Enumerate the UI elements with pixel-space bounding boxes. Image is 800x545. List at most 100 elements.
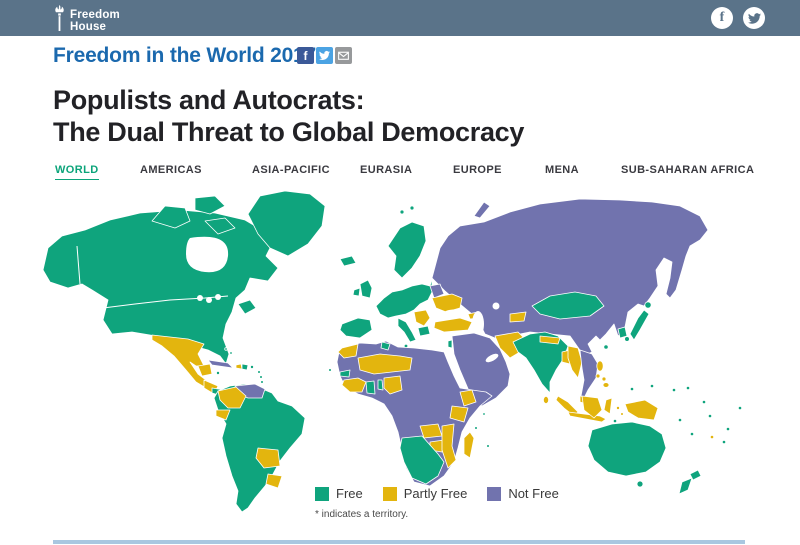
tab-asia-pacific[interactable]: ASIA-PACIFIC xyxy=(252,164,330,176)
map-pacific-island[interactable] xyxy=(689,431,695,437)
map-ecuador[interactable] xyxy=(215,409,231,421)
map-haiti[interactable] xyxy=(235,363,243,370)
map-russia-china-central-asia[interactable] xyxy=(431,198,709,357)
map-ghana[interactable] xyxy=(365,380,376,395)
map-new-zealand-south[interactable] xyxy=(678,477,693,495)
map-zambia[interactable] xyxy=(419,423,443,439)
map-mozambique-malawi[interactable] xyxy=(441,423,457,469)
map-mauritius[interactable] xyxy=(486,444,490,448)
map-visayas[interactable] xyxy=(595,373,601,379)
map-cape-verde[interactable] xyxy=(328,368,332,372)
map-iberia[interactable] xyxy=(339,317,373,339)
facebook-icon[interactable]: f xyxy=(711,7,733,29)
map-iceland[interactable] xyxy=(339,255,357,267)
map-borneo[interactable] xyxy=(581,395,603,419)
page-title[interactable]: Freedom in the World 2017 xyxy=(53,44,317,67)
map-jamaica[interactable] xyxy=(215,370,220,375)
map-japan-kyushu[interactable] xyxy=(624,336,630,342)
map-sulawesi[interactable] xyxy=(603,397,613,415)
map-dominican-republic[interactable] xyxy=(241,363,249,371)
map-visayas[interactable] xyxy=(601,376,607,382)
map-fiji[interactable] xyxy=(709,434,715,440)
map-svalbard[interactable] xyxy=(399,209,405,215)
map-sri-lanka[interactable] xyxy=(542,395,549,404)
share-email-icon[interactable] xyxy=(335,47,352,64)
tab-europe[interactable]: EUROPE xyxy=(453,164,502,176)
map-greenland[interactable] xyxy=(247,190,326,257)
map-greece[interactable] xyxy=(417,325,431,337)
map-mexico[interactable] xyxy=(151,334,213,389)
map-nigeria[interactable] xyxy=(383,375,403,395)
share-facebook-icon[interactable]: f xyxy=(297,47,314,64)
map-mongolia[interactable] xyxy=(531,291,605,320)
map-madagascar[interactable] xyxy=(463,431,475,459)
tab-americas[interactable]: AMERICAS xyxy=(140,164,202,176)
map-south-korea[interactable] xyxy=(617,326,628,339)
map-australia[interactable] xyxy=(587,421,667,477)
map-guinea-coast[interactable] xyxy=(341,377,367,393)
map-scandinavia[interactable] xyxy=(387,221,427,279)
map-japan-honshu[interactable] xyxy=(629,309,650,341)
map-middle-east[interactable] xyxy=(451,332,511,407)
map-new-guinea[interactable] xyxy=(624,399,659,421)
map-lesser-antilles[interactable] xyxy=(260,380,264,384)
map-pacific-island[interactable] xyxy=(629,386,635,392)
map-india[interactable] xyxy=(512,331,569,394)
map-seychelles[interactable] xyxy=(482,412,486,416)
map-lesser-antilles[interactable] xyxy=(257,370,261,374)
map-puerto-rico[interactable] xyxy=(249,364,254,369)
map-benin[interactable] xyxy=(377,379,384,391)
map-arctic-islands[interactable] xyxy=(151,195,236,235)
map-svalbard[interactable] xyxy=(409,205,415,211)
map-pacific-island[interactable] xyxy=(685,385,691,391)
map-pacific-island[interactable] xyxy=(737,405,743,411)
map-pacific-island[interactable] xyxy=(701,399,707,405)
twitter-icon[interactable] xyxy=(743,7,765,29)
map-pacific-island[interactable] xyxy=(677,417,683,423)
map-pacific-island[interactable] xyxy=(725,426,731,432)
map-ukraine[interactable] xyxy=(431,293,463,313)
map-morocco[interactable] xyxy=(337,343,359,359)
map-belarus[interactable] xyxy=(429,283,445,299)
map-moluccas[interactable] xyxy=(620,412,624,416)
map-bahamas[interactable] xyxy=(229,351,233,355)
map-tanzania[interactable] xyxy=(449,405,469,423)
map-taiwan[interactable] xyxy=(603,344,609,350)
map-pacific-island[interactable] xyxy=(721,439,727,445)
map-kenya[interactable] xyxy=(459,389,477,407)
map-myanmar[interactable] xyxy=(567,345,583,379)
map-balkans[interactable] xyxy=(413,309,431,327)
map-cuba[interactable] xyxy=(207,359,234,369)
tab-world[interactable]: WORLD xyxy=(55,164,99,180)
map-lesser-antilles[interactable] xyxy=(259,375,263,379)
map-moluccas[interactable] xyxy=(616,405,621,410)
map-timor-leste[interactable] xyxy=(612,418,618,424)
map-turkey[interactable] xyxy=(433,317,473,333)
share-twitter-icon[interactable] xyxy=(316,47,333,64)
map-nepal[interactable] xyxy=(539,335,561,345)
map-indochina[interactable] xyxy=(579,349,599,399)
map-bahamas[interactable] xyxy=(224,347,228,351)
map-colombia[interactable] xyxy=(217,386,247,409)
tab-sub-saharan-africa[interactable]: SUB-SAHARAN AFRICA xyxy=(621,164,755,176)
map-mindanao[interactable] xyxy=(602,382,610,388)
map-tunisia[interactable] xyxy=(380,341,391,351)
map-southern-africa[interactable] xyxy=(399,435,445,485)
tab-mena[interactable]: MENA xyxy=(545,164,579,176)
tab-eurasia[interactable]: EURASIA xyxy=(360,164,413,176)
map-sahel[interactable] xyxy=(357,353,413,375)
map-pacific-island[interactable] xyxy=(707,413,713,419)
map-luzon[interactable] xyxy=(596,360,604,372)
map-bolivia[interactable] xyxy=(255,447,281,469)
map-tasmania[interactable] xyxy=(636,480,644,488)
map-kyrgyzstan[interactable] xyxy=(509,311,527,323)
map-pacific-island[interactable] xyxy=(649,383,655,389)
world-map[interactable] xyxy=(40,186,760,516)
freedom-house-logo[interactable]: Freedom House xyxy=(53,5,120,36)
map-yucatan[interactable] xyxy=(197,363,213,377)
map-novaya-zemlya[interactable] xyxy=(473,201,491,219)
map-paraguay[interactable] xyxy=(265,473,283,489)
map-comoros[interactable] xyxy=(474,426,478,430)
map-united-kingdom[interactable] xyxy=(359,279,373,299)
map-japan-hokkaido[interactable] xyxy=(644,301,652,309)
